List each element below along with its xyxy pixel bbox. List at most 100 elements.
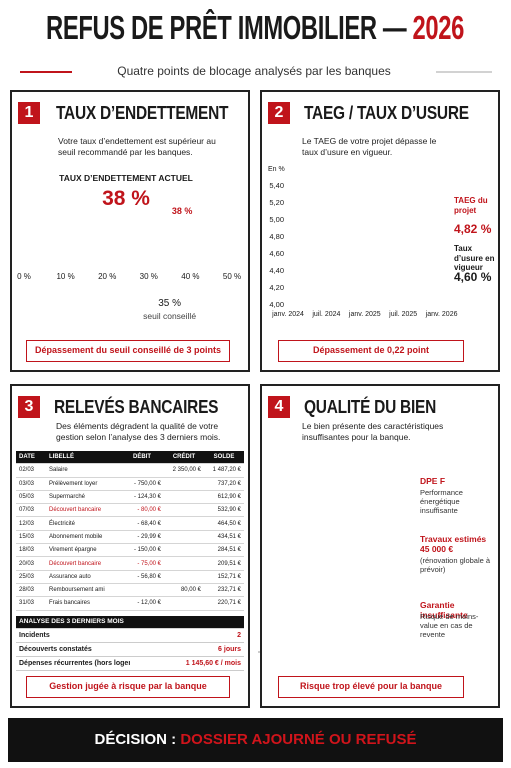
column-header: LIBELLÉ (46, 451, 120, 465)
table-cell: Découvert bancaire (46, 556, 120, 571)
y-tick-label: 4,00 (269, 300, 284, 309)
panel (260, 384, 500, 708)
legend-label: TAEG du projet (454, 196, 488, 215)
summary-table: ANALYSE DES 3 DERNIERS MOIS Incidents 2 Déc… (16, 615, 244, 671)
callout-text: (rénovation globale à prévoir) (420, 556, 491, 574)
table-cell (164, 516, 204, 531)
title-year: 2026 (412, 9, 465, 46)
table-cell: 80,00 € (164, 583, 204, 598)
x-tick-label: janv. 2024 (272, 311, 304, 318)
panel-number: 3 (18, 396, 40, 418)
y-tick-label: 4,40 (269, 266, 284, 275)
table-row: 28/03 Remboursement ami 80,00 €232,71 € (16, 583, 244, 598)
panel-title: TAEG / TAUX D’USURE (304, 103, 469, 123)
panel-text: Le bien présente des caractéristiques in… (302, 421, 444, 443)
end-value-label: 4,60 % (454, 270, 492, 284)
table-cell (164, 503, 204, 518)
header-row: DATE LIBELLÉ DÉBIT CRÉDIT SOLDE (16, 451, 244, 465)
table-cell: Supermarché (46, 490, 120, 505)
table-cell: 05/03 (16, 490, 46, 505)
x-tick-label: 40 % (181, 272, 200, 281)
panel-footer: Risque trop élevé pour la banque (278, 676, 464, 698)
x-tick-label: 0 % (17, 272, 31, 281)
summary-row: Découverts constatés 6 jours (16, 642, 244, 657)
x-tick-label: janv. 2025 (348, 311, 381, 318)
y-tick-label: 4,80 (269, 232, 284, 241)
threshold-note: seuil conseillé (143, 311, 197, 321)
table-cell: 07/03 (16, 503, 46, 518)
table-cell: - 124,30 € (120, 490, 164, 505)
title-text: REFUS DE PRÊT IMMOBILIER — (46, 9, 407, 46)
panel-text: Le TAEG de votre projet dépasse le taux … (302, 136, 437, 158)
table-cell: 220,71 € (204, 596, 244, 611)
callout-title: DPE F (420, 476, 446, 486)
table-cell: Assurance auto (46, 570, 120, 584)
summary-title: ANALYSE DES 3 DERNIERS MOIS (16, 615, 244, 629)
y-axis-label: En % (268, 166, 285, 173)
panel-number: 1 (18, 102, 40, 124)
statement-area: DATE LIBELLÉ DÉBIT CRÉDIT SOLDE 02/03 Salaire 2… (16, 451, 244, 671)
statement-table: DATE LIBELLÉ DÉBIT CRÉDIT SOLDE 02/03 Salaire 2… (16, 451, 244, 611)
y-tick-label: 5,20 (269, 198, 284, 207)
subtitle: Quatre points de blocage analysés par le… (117, 64, 391, 78)
y-tick-label: 4,60 (269, 249, 284, 258)
table-cell (164, 556, 204, 571)
table-cell: 20/03 (16, 556, 46, 571)
table-cell: 31/03 (16, 596, 46, 611)
table-row: 18/03 Virement épargne - 150,00 € 284,51 € (16, 543, 244, 558)
x-tick-label: 20 % (98, 272, 117, 281)
callout-text: Performance énergétique insuffisante (420, 488, 463, 515)
table-cell: Salaire (46, 463, 120, 478)
table-row: 15/03 Abonnement mobile - 29,99 € 434,51 € (16, 530, 244, 545)
panel-footer: Gestion jugée à risque par la banque (26, 676, 230, 698)
decision-bar: DÉCISION : DOSSIER AJOURNÉ OU REFUSÉ (8, 718, 503, 762)
x-tick-label: 30 % (139, 272, 158, 281)
column-header: CRÉDIT (164, 451, 204, 465)
table-cell: 25/03 (16, 570, 46, 584)
table-cell (164, 543, 204, 558)
table-row: 07/03 Découvert bancaire - 80,00 € 532,90 € (16, 503, 244, 518)
panel-title: TAUX D’ENDETTEMENT (56, 103, 229, 123)
x-tick-label: juil. 2024 (312, 311, 341, 318)
panel-title: QUALITÉ DU BIEN (304, 397, 437, 417)
table-row: 12/03 Électricité - 68,40 € 464,50 € (16, 516, 244, 531)
summary-value: 2 (130, 628, 244, 643)
summary-value: 1 145,60 € / mois (130, 656, 244, 671)
legend-label: Taux d’usure en vigueur (454, 244, 495, 273)
table-cell: 12/03 (16, 516, 46, 531)
summary-value: 6 jours (130, 642, 244, 657)
table-cell: - 80,00 € (120, 503, 164, 518)
summary-label: Découverts constatés (16, 642, 130, 657)
callout-title: Travaux estimés 45 000 € (420, 534, 487, 555)
table-cell: 03/03 (16, 477, 46, 491)
table-cell (164, 490, 204, 505)
summary-row: Dépenses récurrentes (hors logement)1 14… (16, 656, 244, 671)
end-value-label: 4,82 % (454, 222, 492, 236)
table-cell: 1 487,20 € (204, 463, 244, 478)
table-row: 03/03 Prélèvement loyer - 750,00 € 737,20 € (16, 477, 244, 491)
table-row: 25/03 Assurance auto - 56,80 € 152,71 € (16, 570, 244, 584)
x-tick-label: juil. 2025 (389, 311, 418, 318)
table-cell: Découvert bancaire (46, 503, 120, 518)
table-cell: - 150,00 € (120, 543, 164, 558)
summary-label: Dépenses récurrentes (hors logement) (16, 656, 130, 671)
column-header: SOLDE (204, 451, 244, 465)
table-cell: Remboursement ami (46, 583, 120, 598)
table-cell: - 56,80 € (120, 570, 164, 584)
callout-title: Garantie insuffisante (420, 600, 468, 621)
table-cell: 28/03 (16, 583, 46, 598)
table-cell: 15/03 (16, 530, 46, 545)
table-cell: 434,51 € (204, 530, 244, 545)
panel (260, 90, 500, 372)
table-cell: 02/03 (16, 463, 46, 478)
table-cell (164, 570, 204, 584)
y-tick-label: 5,40 (269, 181, 284, 190)
x-tick-label: 10 % (56, 272, 75, 281)
table-cell: 464,50 € (204, 516, 244, 531)
table-cell: Prélèvement loyer (46, 477, 120, 491)
table-cell (164, 596, 204, 611)
table-cell: 612,90 € (204, 490, 244, 505)
column-header: DÉBIT (120, 451, 164, 465)
panel-number: 4 (268, 396, 290, 418)
